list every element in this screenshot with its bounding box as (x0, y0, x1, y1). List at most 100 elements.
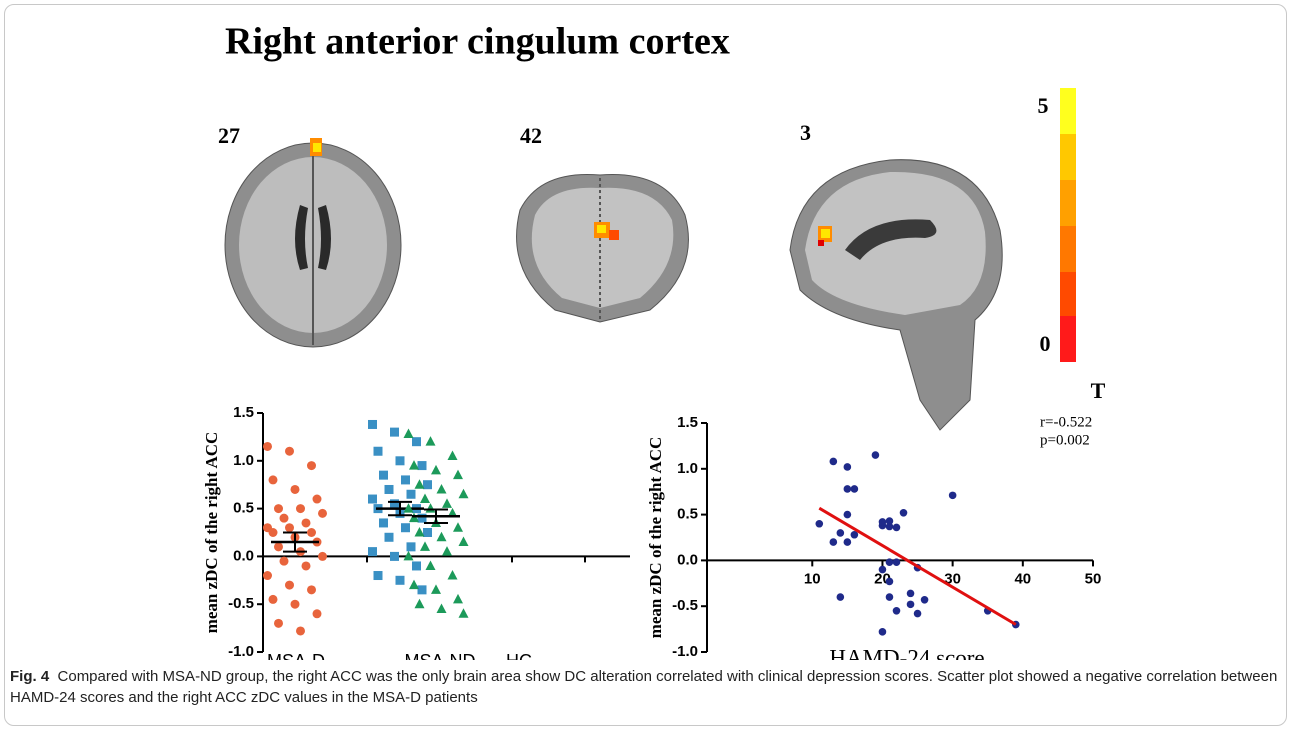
data-point (442, 498, 452, 508)
data-point (851, 485, 859, 493)
slice-label: 42 (520, 123, 542, 148)
data-point (396, 456, 405, 465)
data-point (418, 585, 427, 594)
y-tick-label: 1.0 (233, 452, 254, 469)
data-point (815, 520, 823, 528)
data-point (285, 581, 294, 590)
data-point (453, 470, 463, 480)
data-point (307, 528, 316, 537)
data-point (879, 628, 887, 636)
data-point (921, 596, 929, 604)
data-point (844, 511, 852, 519)
data-point (274, 619, 283, 628)
data-point (844, 485, 852, 493)
data-point (374, 571, 383, 580)
data-point (893, 524, 901, 532)
slice-label: 3 (800, 120, 811, 145)
data-point (274, 504, 283, 513)
colorbar-max: 5 (1038, 93, 1049, 118)
data-point (368, 420, 377, 429)
data-point (886, 558, 894, 566)
data-point (404, 429, 414, 439)
data-point (830, 458, 838, 466)
data-point (368, 547, 377, 556)
sagittal-slice (790, 160, 1002, 430)
data-point (385, 485, 394, 494)
data-point (844, 463, 852, 471)
data-point (423, 528, 432, 537)
data-point (837, 593, 845, 601)
data-point (269, 595, 278, 604)
data-point (307, 585, 316, 594)
y-tick-label: 0.5 (677, 506, 698, 523)
data-point (907, 590, 915, 598)
annotation: p=0.002 (1040, 432, 1090, 448)
data-point (385, 533, 394, 542)
data-point (420, 541, 430, 551)
data-point (426, 560, 436, 570)
data-point (296, 626, 305, 635)
x-tick-label: 40 (1014, 570, 1031, 587)
x-tick-label: HC (506, 651, 532, 660)
data-point (437, 603, 447, 613)
colorbar (1060, 88, 1076, 362)
data-point (280, 557, 289, 566)
data-point (893, 558, 901, 566)
caption-label: Fig. 4 (10, 668, 49, 685)
y-tick-label: -0.5 (672, 597, 698, 614)
data-point (285, 447, 294, 456)
data-point (423, 480, 432, 489)
data-point (401, 475, 410, 484)
y-tick-label: 1.5 (233, 404, 254, 421)
data-point (837, 529, 845, 537)
data-point (412, 561, 421, 570)
data-point (415, 599, 425, 609)
data-point (412, 437, 421, 446)
data-point (313, 609, 322, 618)
data-point (879, 518, 887, 526)
figure: Right anterior cingulum cortex 27 42 3 5… (0, 0, 1293, 660)
data-point (307, 461, 316, 470)
data-point (459, 537, 469, 547)
y-tick-label: -0.5 (228, 595, 254, 612)
data-point (296, 504, 305, 513)
x-tick-label: 10 (804, 570, 821, 587)
colorbar-min: 0 (1040, 331, 1051, 356)
data-point (437, 532, 447, 542)
data-point (379, 471, 388, 480)
slice-label: 27 (218, 123, 240, 148)
data-point (886, 593, 894, 601)
x-tick-label: MSA-ND (405, 651, 476, 660)
y-tick-label: 1.0 (677, 460, 698, 477)
page: Right anterior cingulum cortex 27 42 3 5… (0, 0, 1293, 736)
data-point (409, 580, 419, 590)
y-tick-label: -1.0 (228, 643, 254, 660)
caption: Fig. 4 Compared with MSA-ND group, the r… (10, 666, 1280, 708)
data-point (285, 523, 294, 532)
data-point (872, 451, 880, 459)
data-point (291, 485, 300, 494)
data-point (269, 475, 278, 484)
data-point (274, 542, 283, 551)
data-point (459, 489, 469, 499)
data-point (442, 546, 452, 556)
data-point (390, 499, 399, 508)
data-point (426, 436, 436, 446)
data-point (318, 552, 327, 561)
data-point (448, 570, 458, 580)
x-tick-label: 50 (1085, 570, 1102, 587)
y-tick-label: -1.0 (672, 643, 698, 660)
x-axis-label: HAMD-24 score (829, 645, 984, 660)
data-point (949, 492, 957, 500)
y-tick-label: 0.0 (677, 551, 698, 568)
data-point (379, 518, 388, 527)
data-point (886, 578, 894, 586)
data-point (879, 566, 887, 574)
data-point (318, 509, 327, 518)
annotation: r=-0.522 (1040, 414, 1092, 430)
data-point (893, 607, 901, 615)
coronal-slice (517, 174, 689, 322)
x-tick-label: MSA-D (267, 651, 325, 660)
data-point (420, 494, 430, 504)
caption-text: Compared with MSA-ND group, the right AC… (10, 668, 1277, 706)
